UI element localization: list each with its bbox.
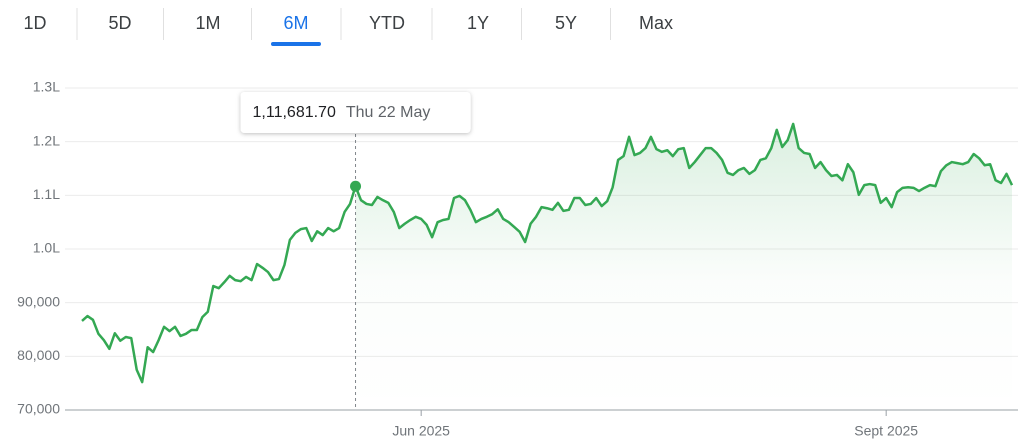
- tooltip-box: [240, 92, 471, 133]
- range-tab[interactable]: 1D: [23, 13, 46, 33]
- y-tick-label: 1.1L: [33, 186, 60, 202]
- range-tab[interactable]: 5D: [108, 13, 131, 33]
- tooltip: 1,11,681.70 Thu 22 May: [240, 92, 471, 133]
- price-line: [81, 122, 1014, 384]
- y-tick-label: 90,000: [17, 293, 60, 309]
- range-tab[interactable]: Max: [639, 13, 673, 33]
- x-tick-label: Sept 2025: [854, 423, 918, 439]
- x-tick-label: Jun 2025: [392, 423, 450, 439]
- range-tab[interactable]: 1M: [195, 13, 220, 33]
- area: [355, 123, 1012, 410]
- tab-underline: [271, 42, 321, 46]
- tooltip-date: Thu 22 May: [346, 104, 430, 121]
- y-tick-label: 1.3L: [33, 79, 60, 95]
- plot-area: 70,000 80,000 90,000 1.0L 1.1L 1.2L 1.3L Jun 20…: [17, 79, 1018, 439]
- y-tick-label: 1.0L: [33, 240, 60, 256]
- hover-dot: [350, 180, 362, 192]
- tooltip-value: 1,11,681.70: [253, 104, 336, 121]
- y-tick-label: 70,000: [17, 401, 60, 417]
- y-tick-label: 80,000: [17, 347, 60, 363]
- range-tabs: 1D 5D 1M 6M YTD 1Y 5Y Max: [23, 8, 673, 46]
- range-tab[interactable]: 5Y: [555, 13, 577, 33]
- range-tab[interactable]: 6M: [283, 13, 308, 33]
- y-tick-label: 1.2L: [33, 132, 60, 148]
- range-tab[interactable]: YTD: [369, 13, 405, 33]
- range-tab[interactable]: 1Y: [467, 13, 489, 33]
